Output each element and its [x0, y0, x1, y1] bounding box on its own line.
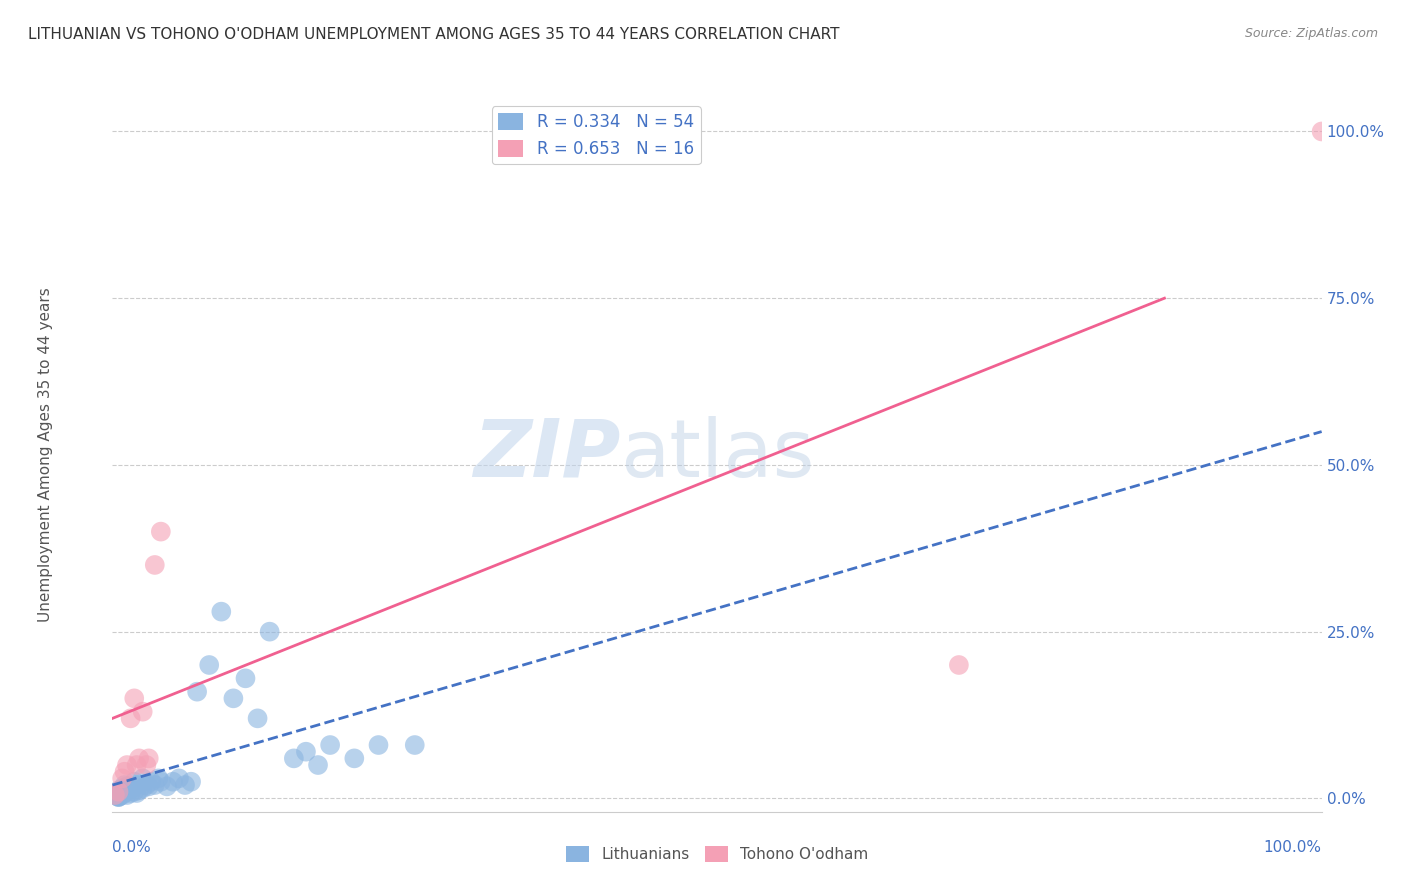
Point [107, 789, 129, 803]
Point [128, 751, 150, 765]
Point [115, 788, 138, 802]
Point [295, 745, 318, 759]
Point [107, 788, 129, 802]
Point [156, 780, 179, 794]
Point [259, 624, 281, 639]
Point [319, 738, 342, 752]
Point [283, 751, 305, 765]
Point [107, 787, 129, 801]
Point [115, 758, 138, 772]
Text: 100.0%: 100.0% [1264, 840, 1322, 855]
Point [162, 774, 184, 789]
Point [174, 778, 197, 792]
Point [167, 772, 190, 786]
Point [149, 774, 172, 789]
Point [107, 788, 129, 802]
Point [198, 658, 221, 673]
Point [115, 780, 138, 794]
Point [367, 738, 389, 752]
Point [107, 789, 129, 803]
Point [107, 785, 129, 799]
Text: LITHUANIAN VS TOHONO O'ODHAM UNEMPLOYMENT AMONG AGES 35 TO 44 YEARS CORRELATION : LITHUANIAN VS TOHONO O'ODHAM UNEMPLOYMEN… [28, 27, 839, 42]
Text: 0.0%: 0.0% [112, 840, 152, 855]
Point [132, 772, 155, 786]
Point [107, 785, 129, 799]
Point [180, 774, 202, 789]
Point [948, 658, 970, 673]
Point [246, 711, 269, 725]
Point [404, 738, 426, 752]
Point [128, 783, 150, 797]
Point [122, 774, 145, 789]
Point [107, 789, 129, 804]
Point [138, 780, 160, 794]
Point [125, 758, 148, 772]
Point [138, 751, 160, 765]
Point [111, 781, 134, 796]
Point [149, 524, 172, 539]
Point [143, 558, 166, 572]
Point [135, 758, 157, 772]
Point [120, 711, 142, 725]
Point [122, 691, 145, 706]
Point [235, 671, 257, 685]
Point [114, 764, 136, 779]
Point [132, 781, 155, 796]
Point [343, 751, 366, 765]
Point [148, 772, 170, 786]
Point [307, 758, 329, 772]
Point [107, 786, 129, 800]
Text: ZIP: ZIP [472, 416, 620, 494]
Point [111, 788, 134, 802]
Point [107, 783, 129, 797]
Point [143, 778, 166, 792]
Point [120, 781, 142, 796]
Point [186, 684, 208, 698]
Point [114, 783, 136, 797]
Text: Source: ZipAtlas.com: Source: ZipAtlas.com [1244, 27, 1378, 40]
Point [111, 772, 134, 786]
Point [122, 785, 145, 799]
Point [125, 786, 148, 800]
Point [135, 778, 157, 792]
Point [104, 788, 127, 802]
Point [120, 786, 142, 800]
Point [107, 790, 129, 805]
Point [107, 789, 129, 804]
Text: Unemployment Among Ages 35 to 44 years: Unemployment Among Ages 35 to 44 years [38, 287, 53, 623]
Point [107, 790, 129, 805]
Point [114, 778, 136, 792]
Point [114, 786, 136, 800]
Point [222, 691, 245, 706]
Point [141, 774, 163, 789]
Point [209, 605, 232, 619]
Point [125, 778, 148, 792]
Legend: Lithuanians, Tohono O'odham: Lithuanians, Tohono O'odham [560, 840, 875, 868]
Point [132, 705, 155, 719]
Point [107, 785, 129, 799]
Point [1310, 124, 1333, 138]
Text: atlas: atlas [620, 416, 814, 494]
